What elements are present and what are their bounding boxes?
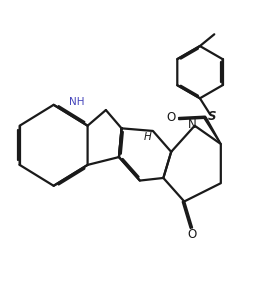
Text: NH: NH — [69, 97, 85, 107]
Text: O: O — [167, 111, 176, 124]
Text: S: S — [208, 110, 216, 123]
Polygon shape — [204, 117, 221, 144]
Text: O: O — [187, 228, 197, 240]
Text: H: H — [144, 132, 152, 143]
Text: N: N — [188, 118, 196, 131]
